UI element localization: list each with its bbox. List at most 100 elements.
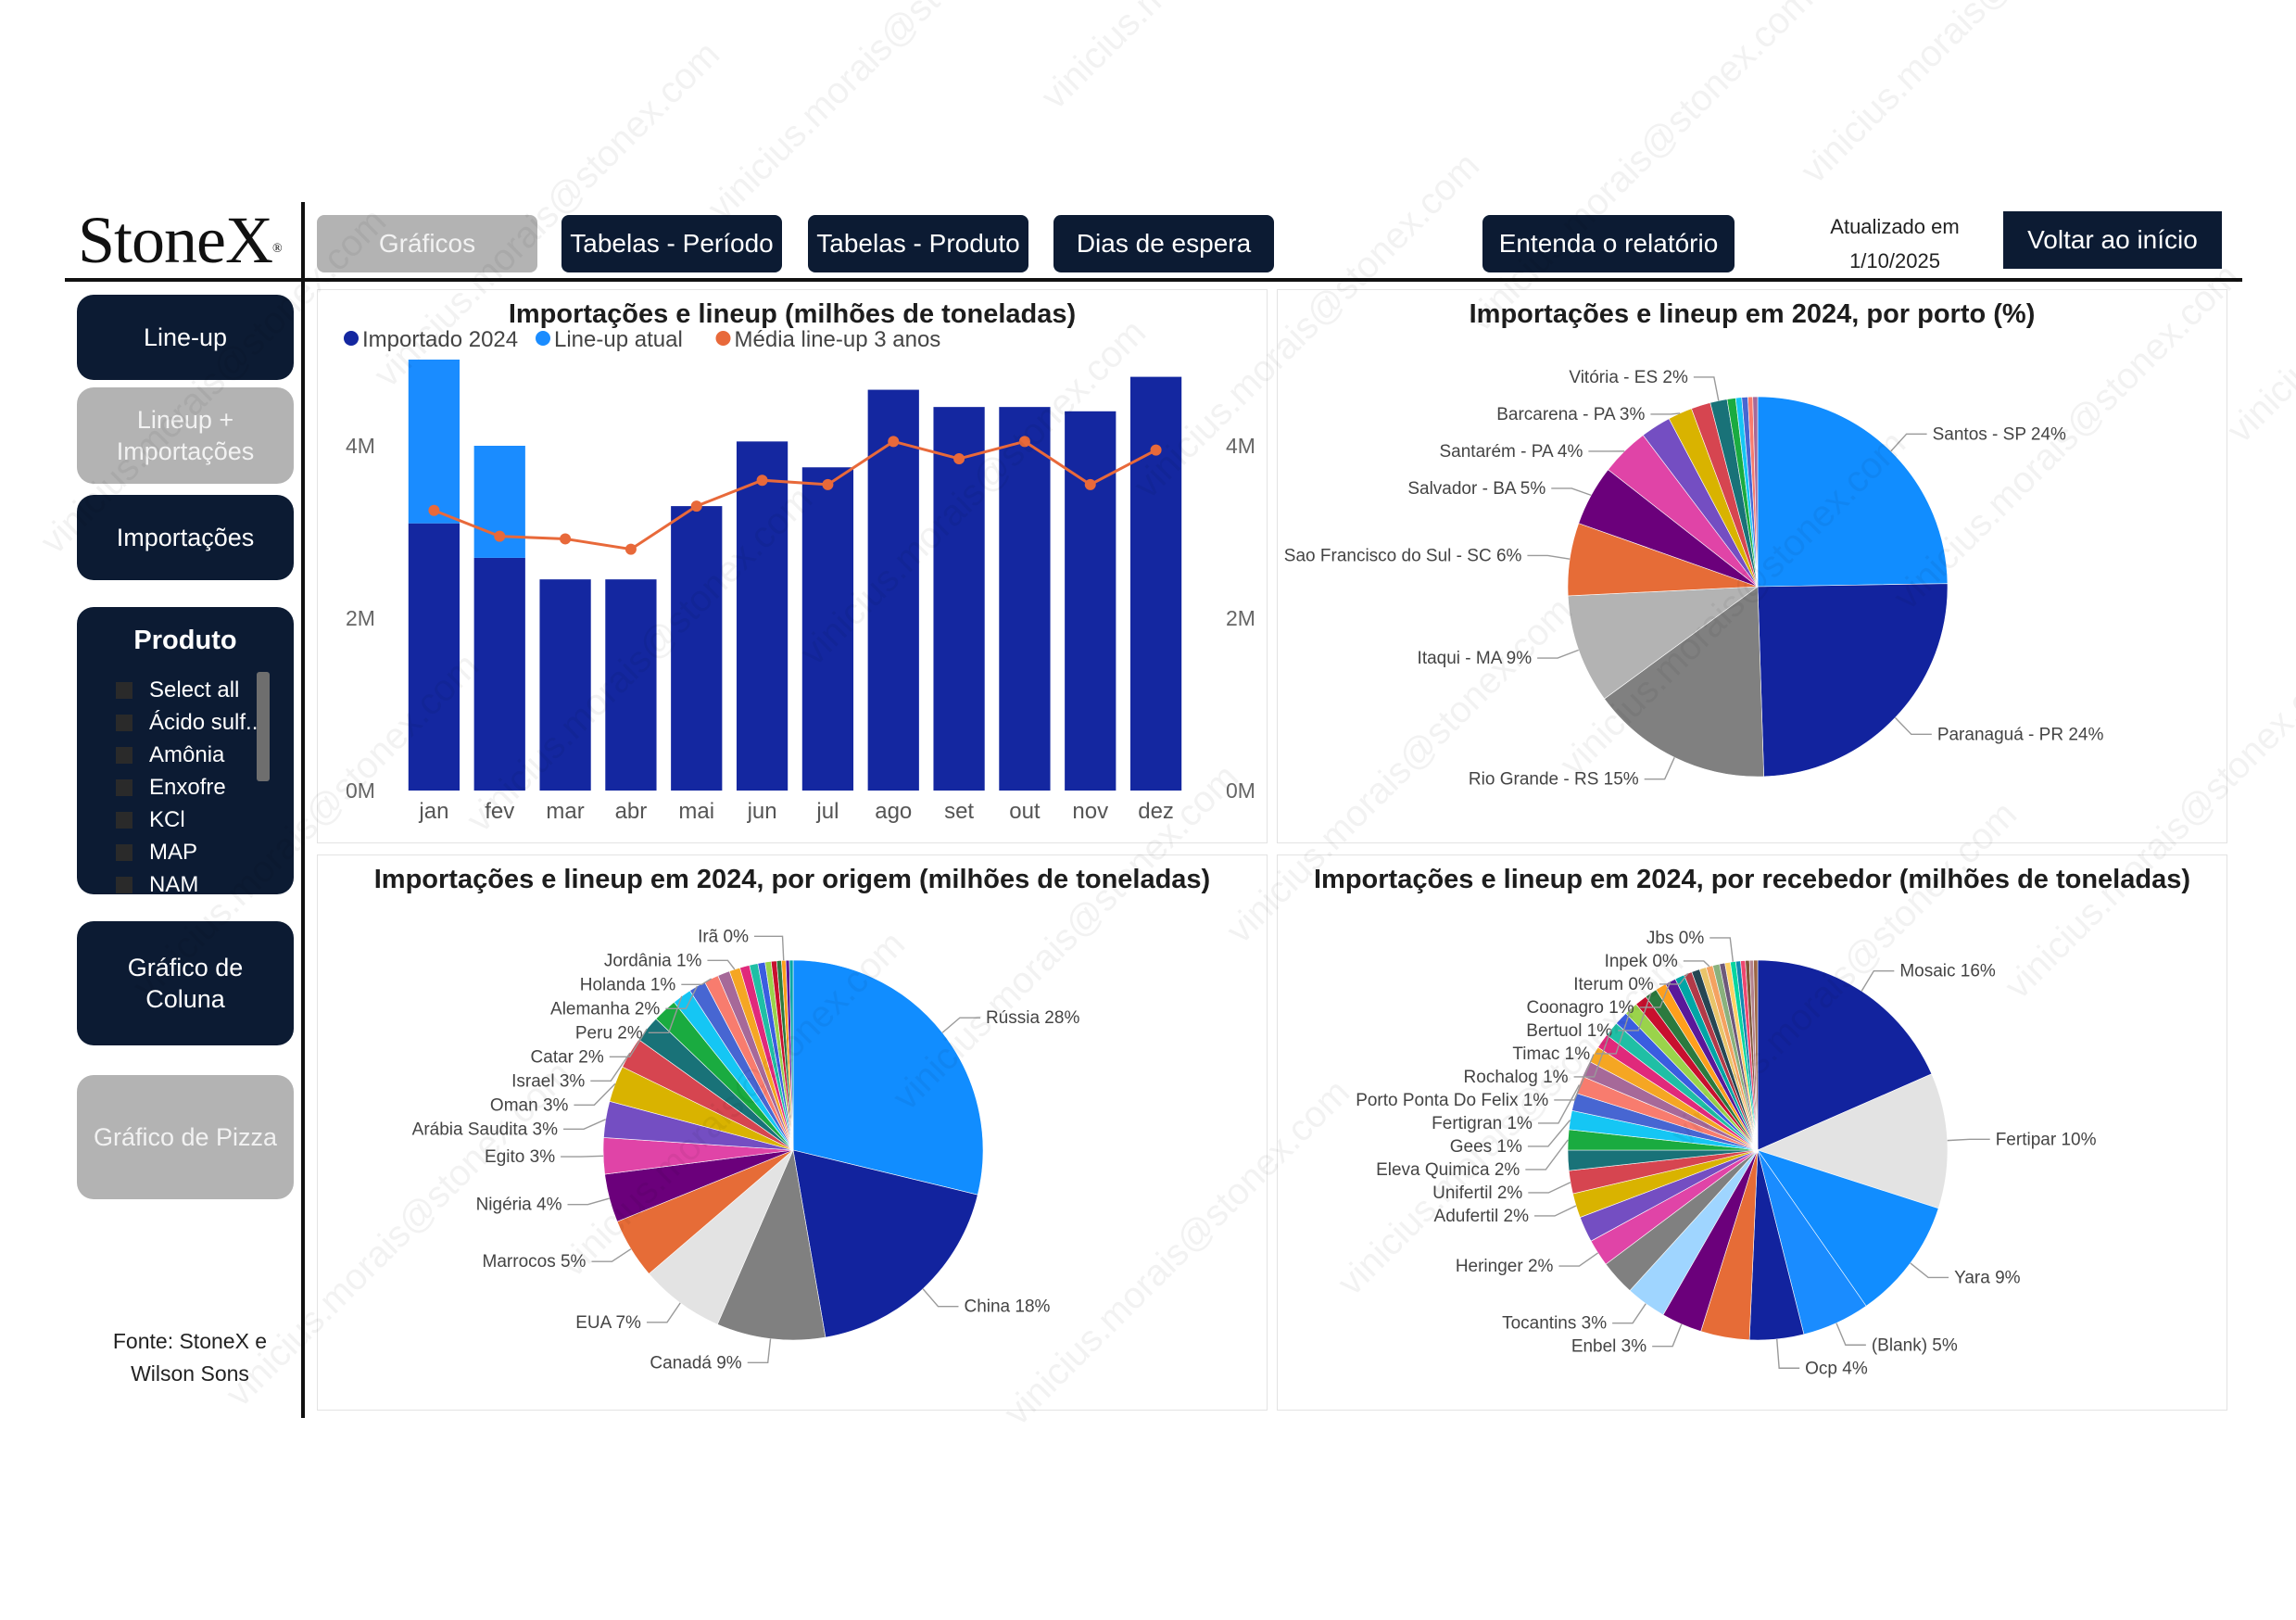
pie-data-label: Vitória - ES 2% (1569, 368, 1688, 387)
x-tick-label: ago (875, 799, 912, 824)
bar-importado (999, 407, 1051, 791)
pie-leader-line (1537, 649, 1579, 659)
checkbox[interactable] (116, 746, 132, 764)
pie-slice (1757, 1073, 1949, 1209)
pie-leader-line (1644, 756, 1675, 780)
checkbox[interactable] (116, 876, 132, 893)
sidebar-lineup-importacoes-button[interactable]: Lineup + Importações (77, 387, 294, 484)
pie-data-label: Mosaic 16% (1899, 962, 1996, 981)
pie-data-label: Gees 1% (1450, 1137, 1522, 1157)
x-tick-label: fev (485, 799, 514, 824)
sidebar-grafico-coluna-button[interactable]: Gráfico de Coluna (77, 921, 294, 1045)
legend-label: Importado 2024 (362, 327, 518, 352)
pie-leader-line (1650, 412, 1681, 415)
pie-data-label: Rio Grande - RS 15% (1469, 770, 1639, 790)
slicer-item-nam[interactable]: NAM (116, 868, 264, 894)
sidebar-grafico-coluna-label-1: Gráfico de (127, 954, 244, 981)
pie-leader-line (1618, 993, 1652, 1031)
pie-porto-title: Importações e lineup em 2024, por porto … (1469, 299, 2036, 329)
bar-importado (473, 557, 525, 791)
pie-data-label: Enbel 3% (1571, 1337, 1646, 1357)
slicer-item-acido[interactable]: Ácido sulf... (116, 706, 264, 739)
checkbox[interactable] (116, 811, 132, 829)
pie-slice (792, 959, 984, 1196)
checkbox[interactable] (116, 714, 132, 731)
pie-leader-line (567, 1197, 610, 1206)
pie-origem-panel[interactable]: Importações e lineup em 2024, por origem… (317, 854, 1268, 1411)
pie-data-label: Fertipar 10% (1996, 1130, 2097, 1149)
slicer-item-label: MAP (149, 839, 198, 865)
pie-leader-line (1693, 376, 1720, 401)
pie-data-label: Coonagro 1% (1527, 998, 1634, 1018)
pie-porto-chart: Santos - SP 24% Paranaguá - PR 24% Vitória… (1284, 368, 2104, 790)
bar-importado (801, 467, 854, 791)
legend-marker (715, 331, 731, 346)
source-line-1: Fonte: StoneX e (112, 1329, 268, 1353)
slicer-item-map[interactable]: MAP (116, 836, 264, 868)
pie-data-label: Timac 1% (1512, 1044, 1590, 1064)
pie-data-label: Sao Francisco do Sul - SC 6% (1284, 546, 1522, 565)
slicer-item-select-all[interactable]: Select all (116, 674, 264, 706)
pie-origem-chart: Rússia 28% China 18% Irã 0% Jordânia 1% Hola… (412, 927, 1080, 1373)
x-tick-label: dez (1138, 799, 1174, 824)
entenda-relatorio-button[interactable]: Entenda o relatório (1482, 215, 1735, 272)
tabelas-periodo-button[interactable]: Tabelas - Período (561, 215, 782, 272)
pie-slice (1757, 396, 1949, 588)
watermark-text: vinicius.morais@stonex.com (1033, 0, 1394, 117)
slicer-item-amonia[interactable]: Amônia (116, 739, 264, 771)
bar-importado (539, 579, 591, 791)
tabelas-produto-button[interactable]: Tabelas - Produto (808, 215, 1028, 272)
pie-leader-line (1527, 1120, 1571, 1147)
updated-label: Atualizado em (1830, 215, 1960, 238)
produto-slicer[interactable]: Produto Select all Ácido sulf... Amônia … (77, 607, 294, 894)
slicer-list[interactable]: Select all Ácido sulf... Amônia Enxofre … (116, 674, 264, 894)
pie-data-label: Canadá 9% (650, 1353, 741, 1373)
checkbox[interactable] (116, 843, 132, 861)
sidebar-lineup-button[interactable]: Line-up (77, 295, 294, 380)
pie-slice (1753, 959, 1759, 1151)
line-point (560, 533, 572, 545)
pie-data-label: Bertuol 1% (1526, 1021, 1612, 1041)
bar-importado (1129, 376, 1182, 791)
pie-data-label: Iterum 0% (1573, 975, 1654, 994)
checkbox[interactable] (116, 681, 132, 699)
checkbox[interactable] (116, 778, 132, 796)
pie-porto-panel[interactable]: Importações e lineup em 2024, por porto … (1277, 289, 2227, 843)
pie-data-label: Barcarena - PA 3% (1496, 405, 1645, 424)
y-tick-label-right: 2M (1226, 606, 1255, 630)
slicer-item-label: KCl (149, 806, 185, 832)
slicer-item-kcl[interactable]: KCl (116, 804, 264, 836)
pie-data-label: Rochalog 1% (1464, 1068, 1569, 1087)
pie-data-label: Fertigran 1% (1432, 1114, 1533, 1133)
pie-data-label: Rússia 28% (986, 1008, 1079, 1028)
graficos-button[interactable]: Gráficos (317, 215, 537, 272)
voltar-inicio-button[interactable]: Voltar ao início (2003, 211, 2222, 269)
pie-data-label: Israel 3% (511, 1071, 585, 1091)
sidebar-importacoes-button[interactable]: Importações (77, 495, 294, 580)
pie-leader-line (646, 1302, 681, 1323)
pie-leader-line (1558, 1252, 1599, 1267)
pie-leader-line (591, 1248, 632, 1262)
x-tick-label: mai (678, 799, 714, 824)
dias-espera-button[interactable]: Dias de espera (1053, 215, 1274, 272)
pie-leader-line (665, 985, 699, 1009)
sidebar-grafico-pizza-button[interactable]: Gráfico de Pizza (77, 1075, 294, 1199)
pie-leader-line (922, 1288, 959, 1308)
bar-lineup (408, 360, 460, 524)
line-point (822, 478, 834, 490)
header-divider (65, 278, 2242, 282)
slicer-item-label: NAM (149, 871, 199, 895)
bar-chart-panel[interactable]: Importações e lineup (milhões de tonelad… (317, 289, 1268, 843)
pie-recebedor-panel[interactable]: Importações e lineup em 2024, por recebe… (1277, 854, 2227, 1411)
slicer-item-enxofre[interactable]: Enxofre (116, 771, 264, 804)
x-tick-label: jan (418, 799, 448, 824)
line-point (1150, 444, 1162, 456)
legend-label: Média line-up 3 anos (735, 327, 941, 352)
pie-data-label: Holanda 1% (580, 975, 676, 994)
pie-slice (1604, 586, 1764, 778)
sidebar-lineup-importacoes-label-1: Lineup + (136, 406, 234, 434)
pie-data-label: (Blank) 5% (1872, 1335, 1958, 1355)
pie-data-label: Arábia Saudita 3% (412, 1120, 558, 1139)
pie-leader-line (941, 1017, 980, 1033)
slicer-scrollbar[interactable] (257, 672, 270, 781)
